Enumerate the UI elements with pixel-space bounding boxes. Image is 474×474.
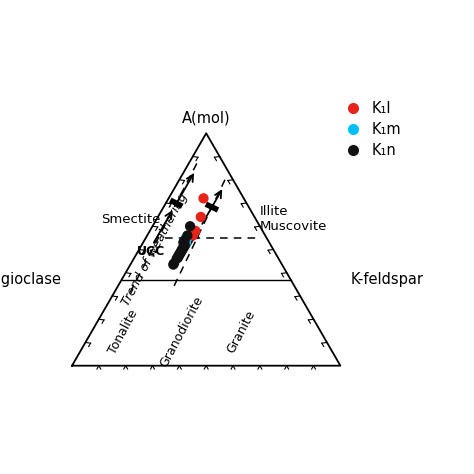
Point [178, 246, 186, 253]
Point [180, 239, 187, 246]
Text: Plagioclase: Plagioclase [0, 272, 61, 287]
Point [175, 250, 183, 258]
Point [180, 243, 187, 251]
Text: K-feldspar: K-feldspar [351, 272, 424, 287]
Point [174, 253, 182, 260]
Point [173, 255, 181, 263]
Point [181, 237, 189, 244]
Point [181, 241, 189, 249]
Text: Smectite: Smectite [101, 213, 161, 226]
Text: Tonalite: Tonalite [106, 307, 140, 356]
Point [182, 239, 190, 246]
Text: A(mol): A(mol) [182, 110, 230, 125]
Text: UCC: UCC [137, 245, 165, 258]
Text: Trend of weathering: Trend of weathering [120, 191, 191, 308]
Text: Illite
Muscovite: Illite Muscovite [260, 205, 327, 233]
Point [183, 232, 191, 239]
Point [191, 227, 199, 235]
Point [170, 260, 178, 267]
Point [189, 232, 197, 239]
Point [181, 237, 189, 244]
Point [170, 261, 177, 268]
Point [177, 248, 184, 255]
Text: Granodiorite: Granodiorite [158, 294, 206, 369]
Point [186, 222, 194, 230]
Point [200, 194, 207, 202]
Text: Granite: Granite [224, 308, 258, 356]
Point [197, 213, 205, 221]
Legend: K₁l, K₁m, K₁n: K₁l, K₁m, K₁n [332, 95, 407, 164]
Point [182, 234, 190, 242]
